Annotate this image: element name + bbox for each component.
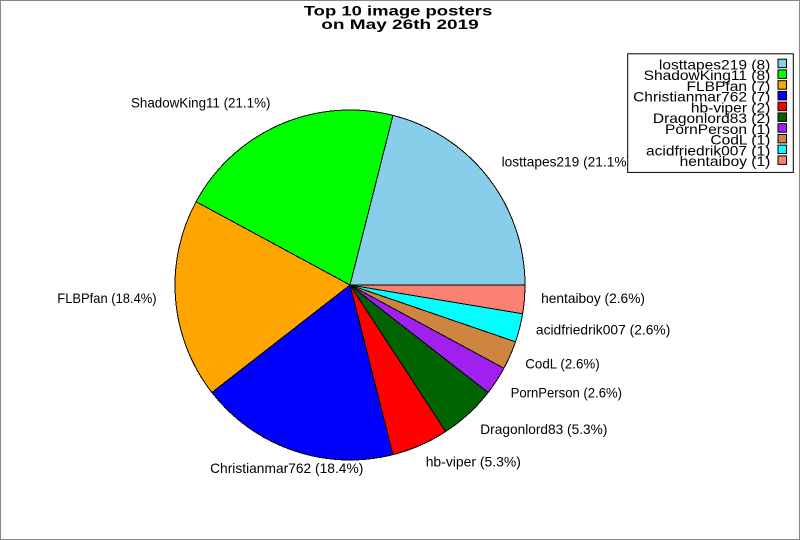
- svg-text:FLBPfan (7): FLBPfan (7): [687, 78, 771, 94]
- svg-text:on May 26th 2019: on May 26th 2019: [321, 16, 479, 32]
- svg-text:Christianmar762 (18.4%): Christianmar762 (18.4%): [210, 460, 363, 476]
- svg-text:Christianmar762 (7): Christianmar762 (7): [633, 89, 770, 105]
- svg-text:PornPerson (1): PornPerson (1): [665, 121, 770, 137]
- svg-text:ShadowKing11 (21.1%): ShadowKing11 (21.1%): [131, 95, 270, 111]
- svg-text:CodL (2.6%): CodL (2.6%): [525, 356, 599, 372]
- svg-text:ShadowKing11 (8): ShadowKing11 (8): [644, 67, 771, 83]
- svg-text:acidfriedrik007 (1): acidfriedrik007 (1): [646, 142, 770, 158]
- svg-text:CodL (1): CodL (1): [710, 132, 770, 148]
- svg-text:losttapes219 (8): losttapes219 (8): [659, 56, 770, 72]
- svg-text:hb-viper (2): hb-viper (2): [691, 99, 770, 115]
- svg-text:Dragonlord83 (5.3%): Dragonlord83 (5.3%): [480, 421, 607, 437]
- svg-text:hentaiboy (2.6%): hentaiboy (2.6%): [541, 290, 645, 306]
- svg-text:hentaiboy (1): hentaiboy (1): [680, 153, 771, 169]
- svg-text:Top 10 image posters: Top 10 image posters: [304, 3, 493, 19]
- svg-text:Dragonlord83 (2): Dragonlord83 (2): [653, 110, 770, 126]
- svg-text:acidfriedrik007 (2.6%): acidfriedrik007 (2.6%): [536, 322, 670, 338]
- svg-text:hb-viper (5.3%): hb-viper (5.3%): [426, 454, 521, 470]
- svg-text:PornPerson (2.6%): PornPerson (2.6%): [511, 385, 622, 401]
- svg-text:losttapes219 (21.1%): losttapes219 (21.1%): [502, 154, 631, 170]
- svg-text:FLBPfan (18.4%): FLBPfan (18.4%): [57, 290, 156, 306]
